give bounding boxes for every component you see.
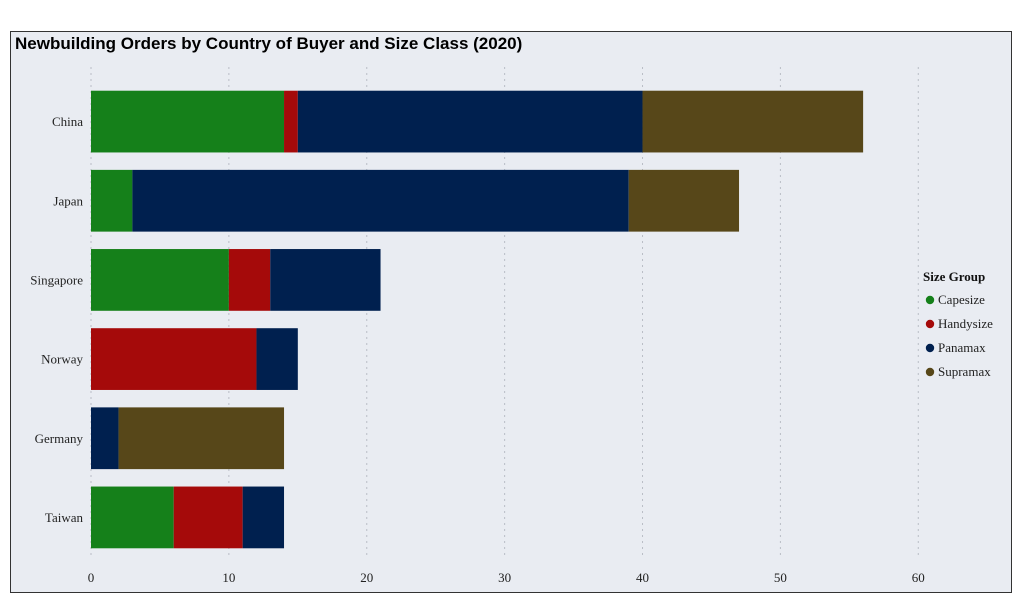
legend-label-supramax: Supramax [938, 364, 991, 379]
category-labels: China Japan Singapore Norway Germany Taiwan [30, 114, 83, 525]
chart-canvas: China Japan Singapore Norway Germany Taiwan 0… [30, 67, 993, 585]
bar-taiwan-panamax [242, 486, 285, 549]
legend-marker-supramax [925, 367, 935, 377]
bar-china-supramax [642, 90, 864, 153]
bar-singapore-handysize [228, 249, 271, 311]
grid-lines [90, 67, 919, 557]
x-tick-label: 30 [498, 570, 511, 585]
chart-frame: Newbuilding Orders by Country of Buyer a… [10, 31, 1012, 593]
bars [91, 90, 864, 549]
bar-china-capesize [91, 90, 285, 153]
category-label: Singapore [30, 272, 83, 287]
x-tick-label: 60 [912, 570, 925, 585]
category-label: Japan [53, 193, 83, 208]
legend-marker-panamax [925, 343, 935, 353]
x-tick-label: 0 [88, 570, 95, 585]
bar-singapore-panamax [270, 249, 381, 311]
legend-label-panamax: Panamax [938, 340, 986, 355]
bar-norway-handysize [91, 328, 257, 390]
bar-taiwan-handysize [173, 486, 243, 549]
category-label: China [52, 114, 83, 129]
bar-germany-supramax [118, 407, 285, 470]
chart-title: Newbuilding Orders by Country of Buyer a… [15, 34, 523, 53]
bar-norway-panamax [256, 328, 298, 390]
category-label: Germany [35, 431, 84, 446]
x-tick-label: 50 [774, 570, 787, 585]
legend: Size Group Capesize Handysize Panamax Supram… [923, 269, 993, 379]
legend-marker-handysize [925, 319, 935, 329]
x-axis-ticks: 0 10 20 30 40 50 60 [88, 570, 925, 585]
bar-japan-capesize [91, 169, 133, 232]
legend-title: Size Group [923, 269, 985, 284]
bar-china-handysize [284, 90, 298, 153]
bar-taiwan-capesize [91, 486, 174, 549]
legend-label-handysize: Handysize [938, 316, 993, 331]
bar-germany-panamax [91, 407, 119, 470]
x-tick-label: 40 [636, 570, 649, 585]
x-tick-label: 10 [222, 570, 235, 585]
bar-japan-panamax [132, 169, 629, 232]
bar-singapore-capesize [91, 249, 229, 311]
bar-china-panamax [297, 90, 643, 153]
legend-label-capesize: Capesize [938, 292, 985, 307]
legend-marker-capesize [925, 295, 935, 305]
category-label: Taiwan [45, 510, 84, 525]
x-tick-label: 20 [360, 570, 373, 585]
category-label: Norway [41, 352, 83, 367]
bar-japan-supramax [628, 169, 740, 232]
